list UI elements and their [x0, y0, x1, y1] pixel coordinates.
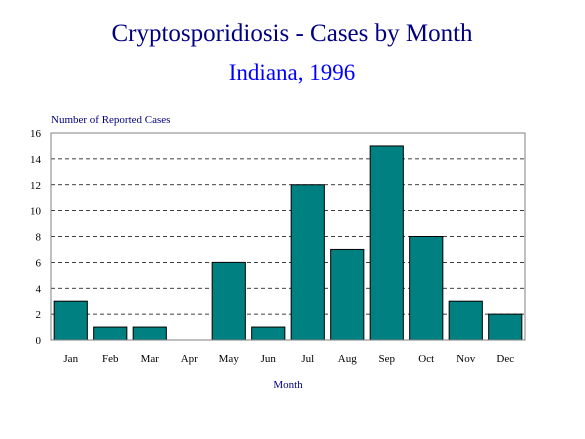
bar-may	[211, 261, 246, 341]
chart-title: Cryptosporidiosis - Cases by Month	[111, 20, 473, 47]
y-tick-label: 16	[30, 128, 42, 140]
y-tick-label: 0	[36, 335, 42, 347]
bar-jul	[290, 184, 325, 341]
x-tick-label: Apr	[181, 353, 198, 365]
plot-area-frame	[50, 132, 526, 341]
bar-sep	[369, 145, 404, 341]
x-tick-label: Sep	[379, 353, 396, 365]
gridlines	[51, 158, 525, 315]
x-tick-label: Nov	[456, 353, 475, 365]
x-tick-labels: Jan Feb Mar Apr May Jun Jul Aug Sep Oct Nov Dec	[63, 353, 514, 365]
x-tick-label: Dec	[496, 353, 514, 365]
x-axis-label: Month	[273, 379, 303, 391]
x-tick-label: Jun	[261, 353, 277, 365]
y-tick-label: 8	[36, 232, 42, 244]
bar-jun	[251, 326, 286, 341]
y-tick-label: 10	[30, 206, 42, 218]
bar-nov	[448, 300, 483, 341]
x-tick-label: Jan	[63, 353, 78, 365]
y-tick-label: 12	[30, 180, 41, 192]
y-axis-label: Number of Reported Cases	[51, 114, 170, 126]
x-tick-label: May	[219, 353, 240, 365]
bar-mar	[132, 326, 167, 341]
x-tick-label: Jul	[301, 353, 314, 365]
x-tick-label: Aug	[338, 353, 357, 365]
bar-feb	[93, 326, 128, 341]
y-tick-label: 14	[30, 154, 42, 166]
chart-subtitle: Indiana, 1996	[229, 60, 355, 85]
x-tick-label: Mar	[141, 353, 160, 365]
bar-aug	[330, 248, 365, 341]
bars	[53, 145, 523, 341]
y-tick-labels: 0 2 4 6 8 10 12 14 16	[30, 128, 42, 347]
bar-oct	[409, 236, 444, 341]
x-tick-label: Oct	[418, 353, 434, 365]
y-tick-label: 4	[36, 283, 42, 295]
bar-dec	[488, 313, 523, 341]
y-tick-label: 6	[36, 257, 42, 269]
x-tick-label: Feb	[102, 353, 119, 365]
bar-jan	[53, 300, 88, 341]
y-tick-label: 2	[36, 309, 42, 321]
